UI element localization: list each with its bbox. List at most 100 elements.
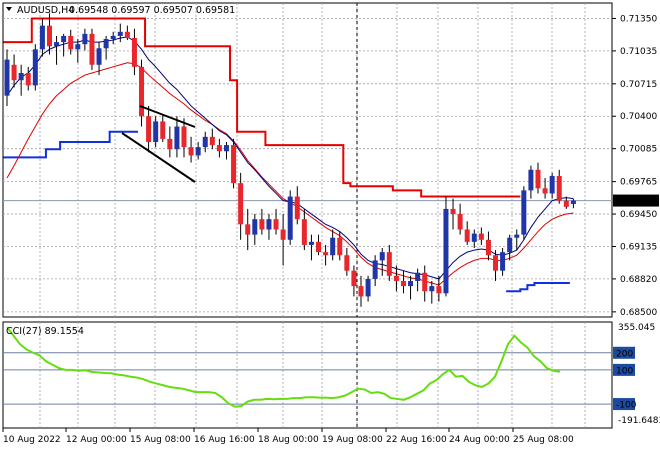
candle bbox=[32, 44, 38, 91]
candle-body bbox=[514, 234, 520, 238]
candle-body bbox=[153, 121, 159, 142]
candle bbox=[174, 116, 180, 158]
price-tick-label: 0.69450 bbox=[620, 210, 657, 220]
candle bbox=[514, 229, 520, 251]
candle bbox=[535, 162, 541, 194]
candle-body bbox=[507, 237, 513, 253]
current-price-box bbox=[613, 194, 659, 207]
candle-body bbox=[280, 229, 286, 240]
candle-body bbox=[485, 239, 491, 256]
candle-body bbox=[287, 196, 293, 240]
candle bbox=[167, 126, 173, 158]
candle-body bbox=[103, 39, 109, 49]
dropdown-triangle-icon[interactable] bbox=[6, 7, 12, 11]
candle bbox=[301, 208, 307, 251]
candle bbox=[287, 190, 293, 245]
candle-body bbox=[344, 255, 350, 271]
candle-body bbox=[131, 38, 137, 67]
candle-body bbox=[75, 44, 81, 50]
candle-body bbox=[68, 35, 74, 50]
lower-channel-line bbox=[3, 130, 138, 159]
cci-label: CCI(27) 89.1554 bbox=[6, 326, 84, 337]
candle-body bbox=[535, 169, 541, 189]
candle-body bbox=[160, 121, 166, 139]
candle bbox=[372, 255, 378, 287]
candle bbox=[351, 265, 357, 297]
candle-body bbox=[61, 35, 67, 43]
candle bbox=[386, 244, 392, 281]
candle bbox=[464, 221, 470, 245]
candle-body bbox=[386, 252, 392, 276]
candle bbox=[415, 268, 421, 292]
lower-channel-line bbox=[506, 282, 570, 293]
candle-body bbox=[542, 188, 548, 194]
candle-body bbox=[54, 42, 60, 47]
ohlc-values: 0.69548 0.69597 0.69507 0.69581 bbox=[69, 5, 235, 16]
candle-body bbox=[167, 138, 173, 150]
candle bbox=[308, 234, 314, 261]
candle bbox=[500, 248, 506, 276]
cci-scale-label: -191.6483 bbox=[618, 416, 660, 426]
candle bbox=[54, 35, 60, 65]
candle bbox=[436, 275, 442, 302]
cci-scale-label: 355.045 bbox=[618, 323, 655, 333]
cci-level-label: -100 bbox=[616, 401, 637, 411]
candle-body bbox=[139, 66, 145, 117]
candle-body bbox=[400, 280, 406, 287]
candle-body bbox=[570, 200, 576, 204]
axes: 10 Aug 2022 12 Aug 00:00 15 Aug 08:00 16 Au… bbox=[2, 14, 660, 445]
candle-body bbox=[436, 286, 442, 294]
candle-body bbox=[415, 272, 421, 281]
candle bbox=[82, 28, 88, 51]
candle-body bbox=[500, 252, 506, 271]
candle bbox=[450, 198, 456, 230]
time-label: 10 Aug 2022 bbox=[3, 435, 61, 445]
time-label: 16 Aug 16:00 bbox=[194, 435, 255, 445]
time-label: 19 Aug 08:00 bbox=[322, 435, 383, 445]
candle bbox=[231, 138, 237, 189]
candle-body bbox=[46, 25, 52, 47]
candle bbox=[216, 138, 222, 158]
candle bbox=[11, 54, 17, 88]
candle bbox=[379, 248, 385, 276]
candle-body bbox=[408, 280, 414, 287]
candle bbox=[556, 169, 562, 204]
candle-body bbox=[39, 25, 45, 50]
candle bbox=[245, 208, 251, 251]
candle bbox=[46, 13, 52, 55]
candle-body bbox=[181, 126, 187, 148]
candle bbox=[39, 18, 45, 57]
candle-body bbox=[443, 208, 449, 294]
time-label: 15 Aug 08:00 bbox=[130, 435, 191, 445]
candle bbox=[4, 49, 10, 106]
candle-body bbox=[174, 126, 180, 150]
candle-body bbox=[223, 145, 229, 152]
candle bbox=[223, 141, 229, 160]
candle-body bbox=[351, 270, 357, 287]
candle bbox=[443, 196, 449, 297]
candle-body bbox=[82, 33, 88, 45]
candle-body bbox=[245, 224, 251, 235]
cci-panel bbox=[2, 321, 613, 429]
candle bbox=[103, 35, 109, 60]
candle-body bbox=[464, 229, 470, 242]
pattern-lower-trendline bbox=[121, 132, 196, 183]
price-tick-label: 0.69765 bbox=[620, 178, 657, 188]
time-label: 12 Aug 00:00 bbox=[66, 435, 127, 445]
candle bbox=[408, 275, 414, 300]
candle bbox=[117, 23, 123, 43]
candle bbox=[202, 131, 208, 153]
candle bbox=[252, 214, 258, 245]
candle-body bbox=[259, 219, 265, 230]
chart-title: AUDUSD,H4 0.69548 0.69597 0.69507 0.6958… bbox=[6, 5, 235, 16]
candle-body bbox=[216, 145, 222, 152]
time-label: 18 Aug 00:00 bbox=[258, 435, 319, 445]
candle-body bbox=[471, 233, 477, 242]
candle bbox=[485, 231, 491, 261]
candle bbox=[146, 105, 152, 153]
time-label: 24 Aug 00:00 bbox=[449, 435, 510, 445]
candle bbox=[25, 66, 31, 91]
candle bbox=[358, 275, 364, 307]
price-tick-label: 0.70715 bbox=[620, 80, 657, 90]
